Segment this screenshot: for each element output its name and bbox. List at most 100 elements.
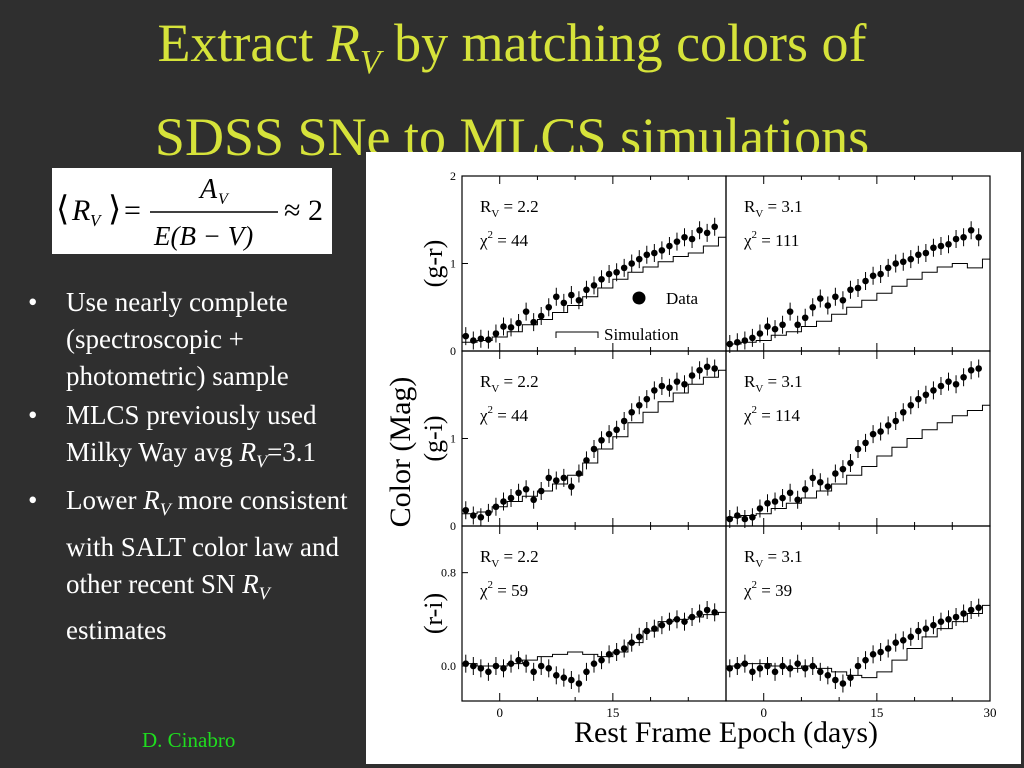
data-point <box>575 680 583 687</box>
formula-right-angle: ⟩ <box>108 191 121 228</box>
data-point <box>937 618 945 625</box>
data-point <box>952 613 960 621</box>
data-point <box>507 660 515 667</box>
data-point <box>590 660 598 667</box>
data-point <box>545 665 553 672</box>
data-point <box>688 613 696 621</box>
data-point <box>598 275 605 283</box>
data-point <box>816 295 824 302</box>
data-point <box>492 662 500 670</box>
data-point <box>764 499 771 507</box>
data-point <box>696 366 703 374</box>
data-point <box>907 255 915 263</box>
formula-rhs: ≈ 2 <box>284 194 323 227</box>
rv-annotation: RV = 2.2 <box>480 547 539 570</box>
data-point <box>568 676 575 684</box>
data-point <box>545 474 553 482</box>
data-point <box>696 610 703 617</box>
data-point <box>635 255 643 263</box>
data-point <box>877 270 884 278</box>
legend-data-label: Data <box>666 289 699 308</box>
data-point <box>681 233 688 241</box>
data-point <box>613 648 620 656</box>
data-point <box>620 417 628 425</box>
data-point <box>545 303 553 311</box>
data-point <box>666 384 673 392</box>
data-point <box>869 430 877 438</box>
data-point <box>922 391 930 399</box>
data-point <box>756 330 764 337</box>
data-point <box>500 323 507 330</box>
data-point <box>915 251 922 259</box>
y-tick-label: 1 <box>450 432 456 446</box>
rv-annotation: RV = 2.2 <box>480 197 539 220</box>
data-point <box>794 321 801 329</box>
data-point <box>688 372 696 379</box>
data-point <box>749 334 756 342</box>
data-point <box>741 337 749 344</box>
data-point <box>786 489 794 497</box>
data-point <box>847 286 854 294</box>
data-point <box>552 672 560 679</box>
formula-denominator: E(B − V) <box>153 221 253 251</box>
title-rv: RV <box>326 13 381 81</box>
slide-title: Extract RV by matching colors of SDSS SN… <box>0 6 1024 174</box>
data-point <box>892 260 900 267</box>
data-point <box>613 426 620 434</box>
data-point <box>530 668 537 676</box>
data-point <box>734 662 741 670</box>
chi2-annotation: χ2 = 114 <box>743 404 801 425</box>
data-point <box>839 680 847 687</box>
bullet-list: Use nearly complete (spectroscopic + pho… <box>28 284 358 651</box>
data-point <box>470 662 477 670</box>
data-point <box>500 665 507 672</box>
data-point <box>552 477 560 484</box>
x-axis-label: Rest Frame Epoch (days) <box>574 716 878 749</box>
data-point <box>492 503 500 511</box>
data-point <box>832 293 839 301</box>
data-point <box>877 648 884 656</box>
data-point <box>560 674 568 681</box>
data-point <box>930 621 937 629</box>
data-point <box>839 296 847 304</box>
data-point <box>794 660 801 667</box>
data-point <box>726 340 734 348</box>
chi2-annotation: χ2 = 111 <box>743 229 799 250</box>
data-point <box>583 668 590 676</box>
data-point <box>673 616 681 623</box>
data-point <box>681 618 688 625</box>
data-point <box>703 363 711 371</box>
data-point <box>756 665 764 672</box>
data-point <box>477 335 485 343</box>
data-point <box>530 496 537 504</box>
x-tick-label: 0 <box>760 705 767 720</box>
data-point <box>552 293 560 301</box>
data-point <box>507 494 515 502</box>
data-point <box>635 401 643 409</box>
y-tick-label: 0.0 <box>441 659 456 673</box>
data-point <box>884 645 892 652</box>
data-point <box>462 506 470 514</box>
bullet-item: MLCS previously used Milky Way avg RV=3.… <box>28 397 358 480</box>
data-point <box>485 668 492 676</box>
formula-left-angle: ⟨ <box>56 191 69 228</box>
data-point <box>854 284 862 292</box>
data-point <box>741 660 749 667</box>
data-point <box>764 662 771 670</box>
data-point <box>832 470 839 477</box>
data-point <box>892 417 900 425</box>
data-point <box>794 496 801 504</box>
data-point <box>892 639 900 646</box>
row-y-label: (g-i) <box>419 415 448 461</box>
data-point <box>862 656 869 664</box>
data-point <box>945 240 952 248</box>
data-point <box>651 625 658 632</box>
legend-sim-marker <box>555 331 599 338</box>
simulation-histogram <box>462 236 726 343</box>
data-point <box>862 439 869 447</box>
data-point <box>515 656 522 664</box>
data-point <box>824 483 832 490</box>
data-point <box>809 662 817 670</box>
chi2-annotation: χ2 = 44 <box>479 404 529 425</box>
data-point <box>975 233 982 241</box>
